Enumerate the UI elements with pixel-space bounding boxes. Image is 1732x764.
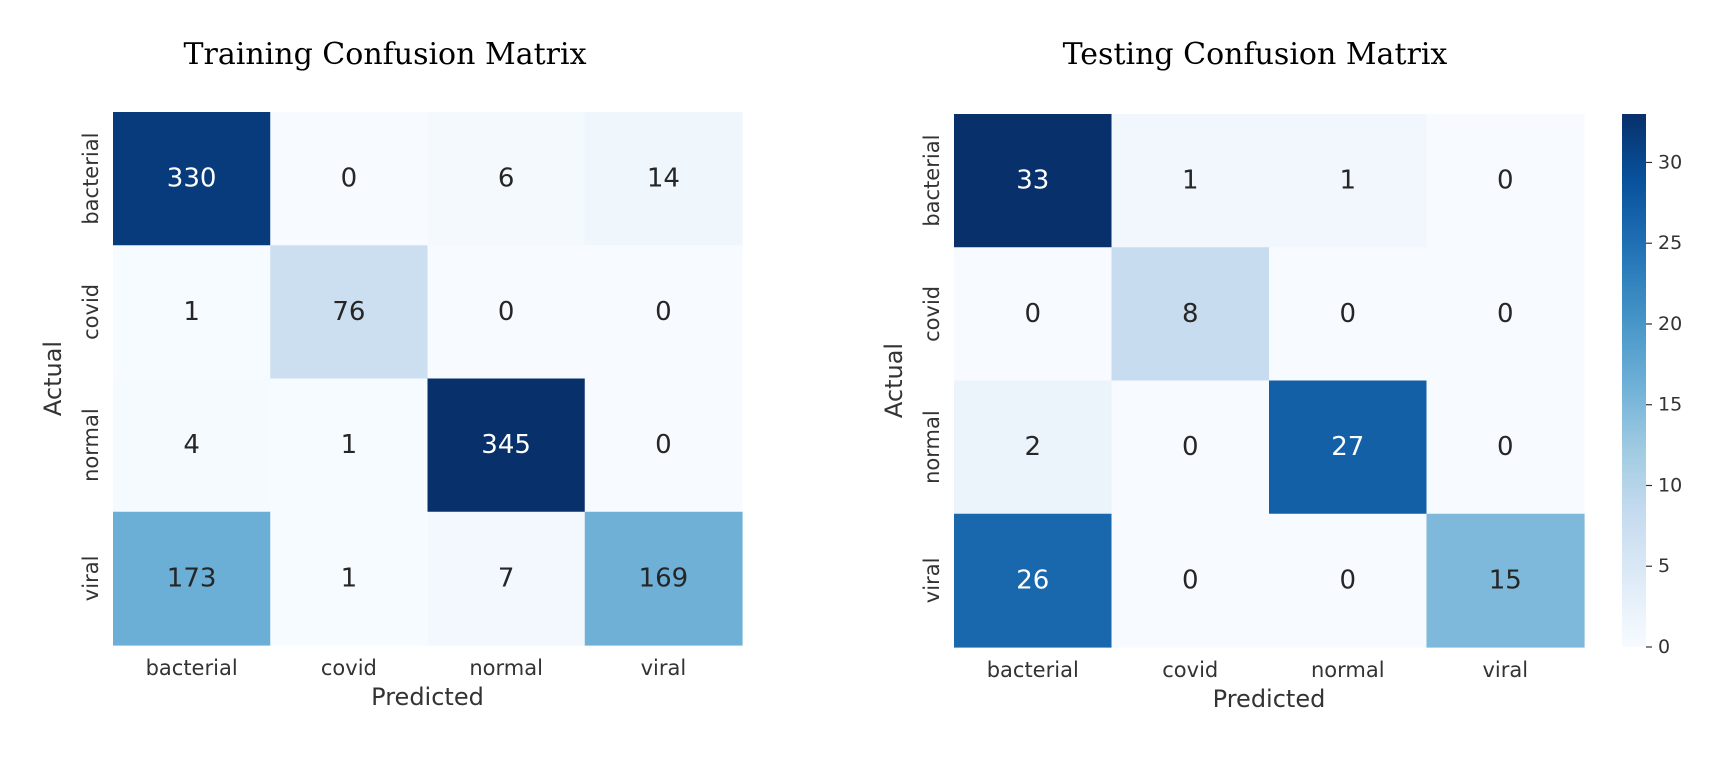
testing-cell-r0-c2 — [1269, 114, 1428, 248]
testing-cell-r2-c1 — [1111, 380, 1270, 515]
training-y-tick-label: normal — [79, 408, 103, 482]
testing-y-axis-label: Actual — [880, 343, 908, 418]
testing-cell-r2-c3 — [1426, 380, 1585, 515]
colorbar-tick-label: 5 — [1658, 555, 1670, 577]
testing-x-tick-label: viral — [1482, 658, 1528, 682]
testing-chart-title: Testing Confusion Matrix — [1062, 37, 1448, 72]
training-y-axis-label: Actual — [39, 341, 67, 416]
training-x-tick-label: bacterial — [146, 656, 238, 680]
testing-cell-r3-c0 — [954, 513, 1113, 648]
training-cell-value-label: 1 — [341, 430, 358, 460]
testing-cell-value-label: 27 — [1331, 432, 1364, 462]
testing-cell-r3-c3 — [1426, 513, 1585, 648]
testing-x-tick-label: normal — [1311, 658, 1385, 682]
colorbar-tick-label: 15 — [1658, 394, 1682, 416]
testing-cell-r2-c0 — [954, 380, 1113, 515]
training-y-tick-label: bacterial — [79, 133, 103, 225]
colorbar — [1622, 114, 1646, 647]
testing-cell-r1-c0 — [954, 247, 1113, 382]
training-cell-value-label: 0 — [655, 430, 672, 460]
testing-cell-value-label: 0 — [1182, 432, 1199, 462]
testing-cell-value-label: 0 — [1182, 565, 1199, 595]
training-y-tick-label: viral — [79, 556, 103, 602]
testing-cell-value-label: 1 — [1339, 166, 1356, 196]
training-cell-r0-c2 — [427, 112, 586, 246]
training-cell-r0-c0 — [113, 112, 271, 246]
training-cell-value-label: 169 — [639, 563, 689, 593]
testing-cell-value-label: 2 — [1024, 432, 1041, 462]
testing-cell-value-label: 0 — [1024, 299, 1041, 329]
testing-cell-value-label: 0 — [1339, 565, 1356, 595]
testing-cell-value-label: 8 — [1182, 299, 1199, 329]
training-cell-r1-c2 — [427, 245, 586, 380]
training-cell-value-label: 0 — [498, 297, 515, 327]
training-cell-value-label: 4 — [183, 430, 200, 460]
colorbar-tick-label: 25 — [1658, 232, 1682, 254]
training-cell-r3-c2 — [427, 511, 586, 646]
testing-cell-r1-c1 — [1111, 247, 1270, 382]
training-cell-value-label: 76 — [332, 297, 365, 327]
training-cell-value-label: 14 — [647, 164, 680, 194]
testing-cell-r0-c0 — [954, 114, 1113, 248]
training-cell-value-label: 6 — [498, 164, 515, 194]
testing-x-axis-label: Predicted — [1213, 685, 1326, 713]
testing-y-tick-label: viral — [920, 558, 944, 604]
testing-cell-value-label: 1 — [1182, 166, 1199, 196]
testing-y-tick-label: bacterial — [920, 135, 944, 227]
training-cell-r2-c2 — [427, 378, 586, 513]
testing-cell-r1-c2 — [1269, 247, 1428, 382]
colorbar-tick-label: 20 — [1658, 313, 1682, 335]
training-x-tick-label: covid — [321, 656, 377, 680]
testing-x-tick-label: bacterial — [987, 658, 1079, 682]
training-cell-value-label: 345 — [481, 430, 531, 460]
training-chart-title: Training Confusion Matrix — [183, 37, 587, 72]
training-cell-r2-c1 — [270, 378, 429, 513]
training-cell-value-label: 330 — [167, 164, 217, 194]
training-cell-r2-c3 — [584, 378, 743, 513]
training-cell-value-label: 7 — [498, 563, 515, 593]
training-cell-r2-c0 — [113, 378, 271, 513]
testing-cell-r3-c2 — [1269, 513, 1428, 648]
testing-cell-value-label: 15 — [1489, 565, 1522, 595]
training-cell-r0-c3 — [584, 112, 743, 246]
training-x-axis-label: Predicted — [371, 683, 484, 711]
training-x-tick-label: normal — [469, 656, 543, 680]
testing-cell-r2-c2 — [1269, 380, 1428, 515]
training-y-tick-label: covid — [79, 284, 103, 340]
testing-cell-r1-c3 — [1426, 247, 1585, 382]
training-cell-r1-c1 — [270, 245, 429, 380]
training-cell-r3-c3 — [584, 511, 743, 646]
testing-cell-value-label: 0 — [1339, 299, 1356, 329]
testing-cell-r3-c1 — [1111, 513, 1270, 648]
testing-cell-r0-c1 — [1111, 114, 1270, 248]
training-x-tick-label: viral — [641, 656, 687, 680]
colorbar-tick-label: 30 — [1658, 151, 1682, 173]
training-cell-value-label: 0 — [341, 164, 358, 194]
training-cell-value-label: 1 — [183, 297, 200, 327]
training-cell-r0-c1 — [270, 112, 429, 246]
testing-cell-value-label: 26 — [1016, 565, 1049, 595]
training-cell-value-label: 1 — [341, 563, 358, 593]
testing-cell-value-label: 0 — [1497, 432, 1514, 462]
testing-y-tick-label: normal — [920, 410, 944, 484]
training-cell-value-label: 0 — [655, 297, 672, 327]
testing-cell-value-label: 33 — [1016, 166, 1049, 196]
training-cell-r1-c3 — [584, 245, 743, 380]
colorbar-tick-label: 0 — [1658, 636, 1670, 658]
training-cell-value-label: 173 — [167, 563, 217, 593]
training-cell-r3-c0 — [113, 511, 271, 646]
colorbar-tick-label: 10 — [1658, 474, 1682, 496]
testing-x-tick-label: covid — [1162, 658, 1218, 682]
testing-y-tick-label: covid — [920, 286, 944, 342]
training-cell-r3-c1 — [270, 511, 429, 646]
training-cell-r1-c0 — [113, 245, 271, 380]
testing-cell-r0-c3 — [1426, 114, 1585, 248]
testing-cell-value-label: 0 — [1497, 166, 1514, 196]
testing-cell-value-label: 0 — [1497, 299, 1514, 329]
